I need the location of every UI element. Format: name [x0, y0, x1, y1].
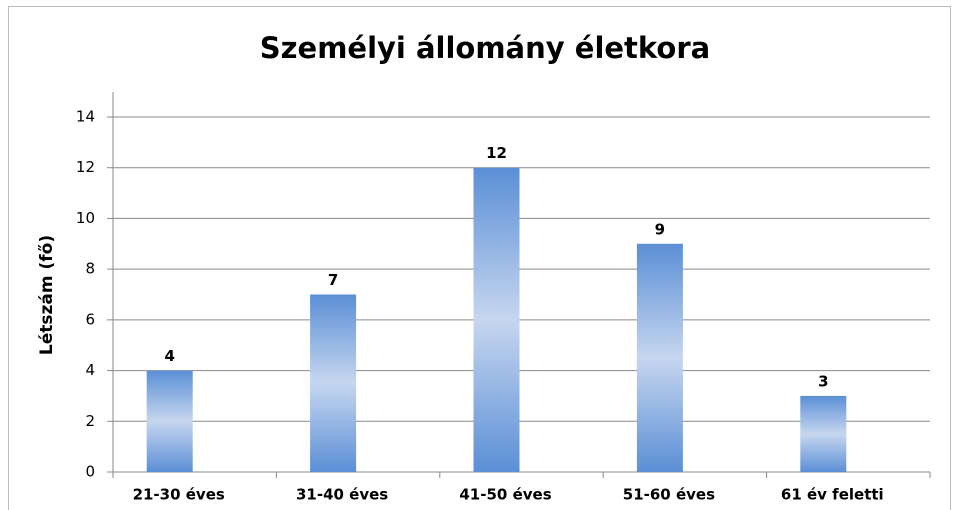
y-tick-label: 2	[85, 412, 95, 430]
y-tick-label: 0	[85, 463, 95, 481]
data-label: 3	[818, 372, 828, 390]
x-tick-label: 61 év feletti	[781, 486, 884, 504]
chart-title: Személyi állomány életkora	[260, 31, 710, 65]
data-label: 9	[655, 220, 665, 238]
y-tick-label: 12	[76, 158, 95, 176]
y-tick-label: 8	[85, 260, 95, 278]
y-tick-label: 10	[76, 209, 95, 227]
y-tick-label: 4	[85, 361, 95, 379]
x-tick-label: 41-50 éves	[459, 486, 551, 504]
x-tick-label: 51-60 éves	[623, 486, 715, 504]
data-label: 7	[328, 271, 338, 289]
bar	[636, 243, 683, 472]
bar	[146, 370, 193, 472]
data-label: 12	[486, 144, 507, 162]
bar	[800, 395, 847, 472]
data-label: 4	[164, 347, 174, 365]
y-axis-label: Létszám (fő)	[37, 235, 57, 355]
x-tick-label: 31-40 éves	[296, 486, 388, 504]
bar	[310, 294, 357, 472]
y-tick-label: 6	[85, 310, 95, 328]
y-tick-label: 14	[76, 108, 95, 126]
bar	[473, 167, 520, 472]
x-tick-label: 21-30 éves	[133, 486, 225, 504]
